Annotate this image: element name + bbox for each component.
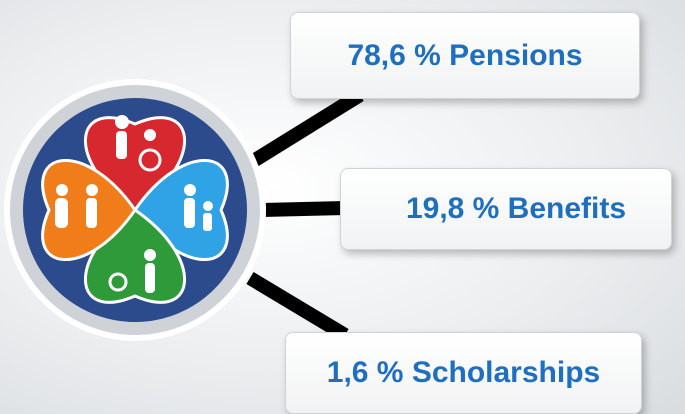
- callout: 19,8 % Benefits: [340, 168, 672, 250]
- hearts: [41, 116, 229, 304]
- callout: 1,6 % Scholarships: [285, 332, 642, 414]
- connector: [251, 89, 364, 166]
- figures: [55, 115, 213, 293]
- callout: 78,6 % Pensions: [290, 12, 640, 99]
- connector: [246, 271, 349, 342]
- connector: [261, 201, 346, 217]
